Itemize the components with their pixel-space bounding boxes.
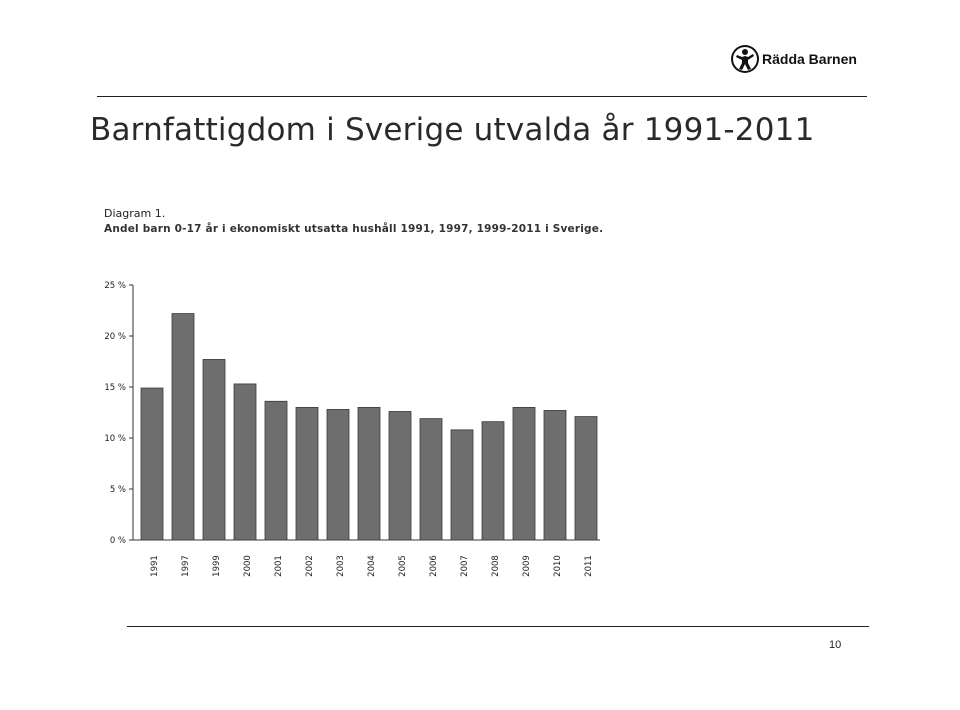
- y-tick-label: 20 %: [104, 332, 126, 342]
- x-tick-label: 1991: [150, 555, 160, 577]
- bar-2000: [233, 383, 257, 541]
- bar-2002: [295, 406, 319, 541]
- x-tick-label: 1997: [181, 555, 191, 577]
- y-tick-label: 15 %: [104, 383, 126, 393]
- bar-1999: [202, 359, 226, 541]
- bar-2007: [450, 429, 474, 541]
- y-tick-label: 25 %: [104, 281, 126, 291]
- y-tick-label: 10 %: [104, 434, 126, 444]
- bar-2009: [512, 406, 536, 541]
- bar-2005: [388, 411, 412, 541]
- x-tick-label: 2008: [491, 555, 501, 577]
- bar-1991: [140, 387, 164, 541]
- x-tick-label: 2000: [243, 555, 253, 577]
- child-figure-logo-icon: [731, 45, 759, 73]
- x-tick-label: 2004: [367, 555, 377, 577]
- x-tick-label: 2002: [305, 555, 315, 577]
- brand-name: Rädda Barnen: [762, 51, 857, 67]
- bar-2010: [543, 410, 567, 541]
- x-tick-label: 2003: [336, 555, 346, 577]
- bar-2003: [326, 409, 350, 541]
- brand-logo: Rädda Barnen: [730, 44, 857, 74]
- x-tick-label: 2007: [460, 555, 470, 577]
- x-tick-label: 1999: [212, 555, 222, 577]
- bar-2004: [357, 406, 381, 541]
- bar-2001: [264, 400, 288, 541]
- bar-2008: [481, 421, 505, 541]
- diagram-label: Diagram 1.: [104, 207, 166, 220]
- page-number: 10: [829, 639, 842, 651]
- diagram-caption: Andel barn 0-17 år i ekonomiskt utsatta …: [104, 223, 604, 235]
- bar-2006: [419, 418, 443, 541]
- bar-1997: [171, 313, 195, 541]
- x-tick-label: 2001: [274, 555, 284, 577]
- bar-2011: [574, 416, 598, 541]
- x-tick-label: 2011: [584, 555, 594, 577]
- page-title: Barnfattigdom i Sverige utvalda år 1991-…: [90, 112, 815, 148]
- y-tick-label: 5 %: [110, 485, 126, 495]
- x-tick-label: 2009: [522, 555, 532, 577]
- x-tick-label: 2005: [398, 555, 408, 577]
- footer-divider: [127, 626, 869, 627]
- x-tick-label: 2006: [429, 555, 439, 577]
- y-tick-label: 0 %: [110, 536, 126, 546]
- x-tick-label: 2010: [553, 555, 563, 577]
- header-divider: [97, 96, 867, 97]
